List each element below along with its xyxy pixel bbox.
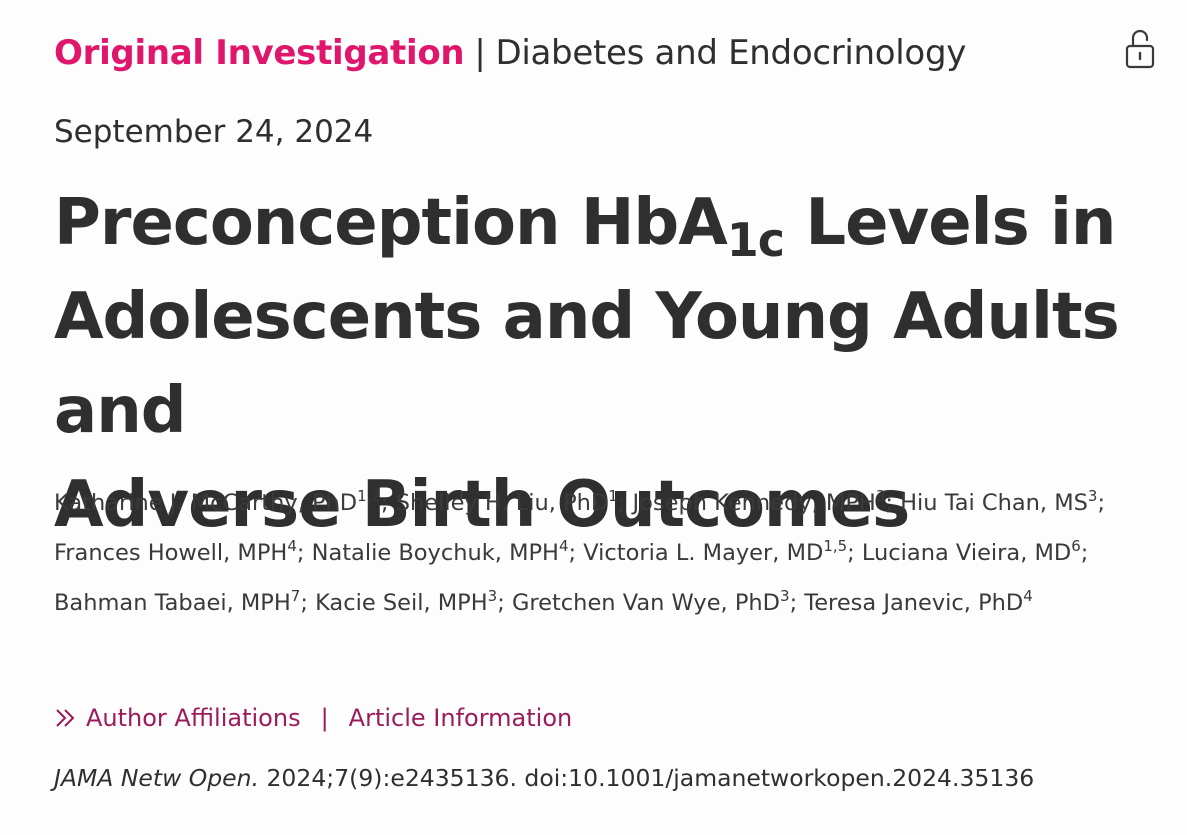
affiliation-superscript: 4 — [558, 537, 569, 555]
author-name[interactable]: Teresa Janevic, PhD4 — [804, 587, 1033, 617]
author-name[interactable]: Natalie Boychuk, MPH4 — [311, 537, 569, 567]
affiliation-superscript: 3 — [1087, 487, 1098, 505]
affiliation-superscript: 7 — [290, 587, 301, 605]
title-line-1: Preconception HbA1c Levels in — [54, 186, 1116, 267]
author-name[interactable]: Shelley H. Liu, PhD1 — [395, 487, 618, 517]
affiliation-superscript: 3 — [875, 487, 886, 505]
publication-date: September 24, 2024 — [54, 114, 374, 150]
author-separator: ; — [497, 590, 512, 616]
section-label[interactable]: Diabetes and Endocrinology — [495, 33, 967, 73]
section-line: Original Investigation | Diabetes and Endo… — [54, 30, 966, 76]
author-name[interactable]: Kacie Seil, MPH3 — [315, 587, 498, 617]
author-separator: ; — [847, 540, 862, 566]
links-separator: | — [320, 704, 329, 732]
author-name[interactable]: Gretchen Van Wye, PhD3 — [511, 587, 790, 617]
article-links: Author Affiliations | Article Information — [54, 700, 572, 736]
affiliation-superscript: 1 — [608, 487, 618, 505]
double-chevron-right-icon[interactable] — [54, 707, 80, 729]
affiliation-superscript: 1,2 — [357, 487, 381, 505]
author-separator: ; — [1080, 540, 1089, 566]
unlocked-padlock-icon[interactable] — [1125, 28, 1155, 70]
author-name[interactable]: Victoria L. Mayer, MD1,5 — [583, 537, 848, 567]
author-affiliations-link[interactable]: Author Affiliations — [86, 704, 301, 732]
article-information-link[interactable]: Article Information — [348, 704, 573, 732]
author-separator: ; — [617, 490, 633, 516]
author-separator: ; — [1097, 490, 1106, 516]
author-name[interactable]: Frances Howell, MPH4 — [54, 537, 297, 567]
title-line-2: Adolescents and Young Adults and — [54, 280, 1120, 448]
author-separator: ; — [296, 540, 312, 566]
author-name[interactable]: Hiu Tai Chan, MS3 — [900, 487, 1098, 517]
citation: JAMA Netw Open. 2024;7(9):e2435136. doi:… — [54, 760, 1034, 796]
author-name[interactable]: Joseph Kennedy, MPH3 — [632, 487, 886, 517]
citation-journal: JAMA Netw Open. — [54, 764, 260, 792]
citation-reference[interactable]: 2024;7(9):e2435136. doi:10.1001/jamanetw… — [259, 764, 1035, 792]
author-separator: ; — [885, 490, 901, 516]
affiliation-superscript: 6 — [1071, 537, 1081, 555]
author-name[interactable]: Luciana Vieira, MD6 — [861, 537, 1081, 567]
author-name[interactable]: Bahman Tabaei, MPH7 — [54, 587, 301, 617]
author-separator: ; — [380, 490, 396, 516]
author-list: Katharine J. McCarthy, PhD1,2; Shelley H… — [54, 478, 1159, 628]
article-header: Original Investigation | Diabetes and Endo… — [54, 0, 1159, 835]
author-separator: ; — [789, 590, 805, 616]
affiliation-superscript: 4 — [1023, 587, 1033, 605]
title-subscript: 1c — [726, 213, 785, 267]
affiliation-superscript: 4 — [287, 537, 297, 555]
article-title: Preconception HbA1c Levels in Adolescent… — [54, 176, 1159, 552]
author-name[interactable]: Katharine J. McCarthy, PhD1,2 — [54, 487, 381, 517]
author-separator: ; — [300, 590, 316, 616]
author-separator: ; — [568, 540, 584, 566]
section-separator: | — [474, 33, 486, 73]
affiliation-superscript: 3 — [487, 587, 498, 605]
title-line-3: Adverse Birth Outcomes — [54, 468, 910, 542]
affiliation-superscript: 3 — [780, 587, 790, 605]
affiliation-superscript: 1,5 — [823, 537, 848, 555]
article-type-label[interactable]: Original Investigation — [54, 33, 465, 73]
